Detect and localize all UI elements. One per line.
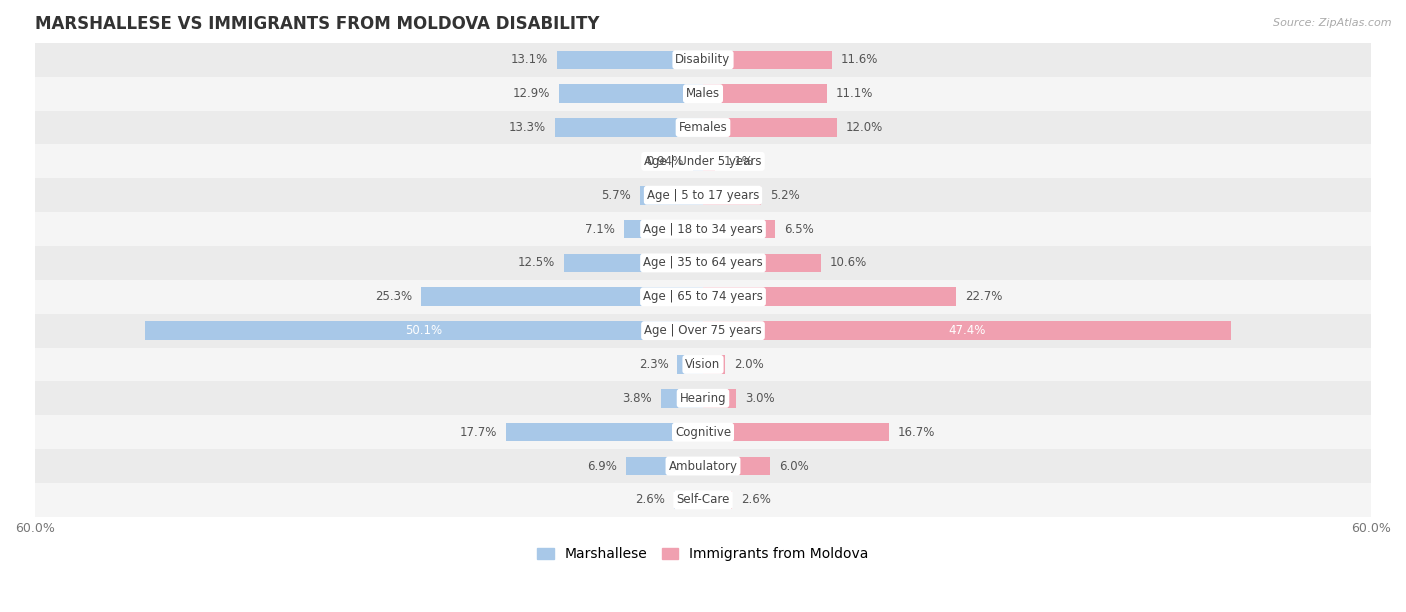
Text: Age | 5 to 17 years: Age | 5 to 17 years	[647, 188, 759, 202]
Text: 11.1%: 11.1%	[835, 87, 873, 100]
Bar	[35, 381, 1371, 416]
Bar	[703, 84, 827, 103]
Text: 2.0%: 2.0%	[734, 358, 763, 371]
Text: 6.0%: 6.0%	[779, 460, 808, 472]
Bar	[422, 288, 703, 306]
Text: Females: Females	[679, 121, 727, 134]
Bar	[703, 51, 832, 69]
Text: Age | 65 to 74 years: Age | 65 to 74 years	[643, 290, 763, 304]
Bar	[35, 280, 1371, 314]
Text: Hearing: Hearing	[679, 392, 727, 405]
Text: 2.6%: 2.6%	[636, 493, 665, 506]
Bar	[673, 491, 703, 509]
Bar	[506, 423, 703, 441]
Bar	[661, 389, 703, 408]
Text: 3.0%: 3.0%	[745, 392, 775, 405]
Text: 16.7%: 16.7%	[898, 426, 935, 439]
Bar	[703, 355, 725, 374]
Bar	[35, 43, 1371, 76]
Text: 47.4%: 47.4%	[948, 324, 986, 337]
Text: 1.1%: 1.1%	[724, 155, 754, 168]
Bar	[35, 483, 1371, 517]
Text: 10.6%: 10.6%	[830, 256, 868, 269]
Text: Age | Over 75 years: Age | Over 75 years	[644, 324, 762, 337]
Text: 0.94%: 0.94%	[647, 155, 683, 168]
Text: 2.6%: 2.6%	[741, 493, 770, 506]
Text: 13.3%: 13.3%	[509, 121, 546, 134]
Legend: Marshallese, Immigrants from Moldova: Marshallese, Immigrants from Moldova	[531, 542, 875, 567]
Text: 22.7%: 22.7%	[965, 290, 1002, 304]
Bar	[35, 449, 1371, 483]
Bar	[703, 186, 761, 204]
Bar	[560, 84, 703, 103]
Text: 50.1%: 50.1%	[405, 324, 443, 337]
Text: 5.2%: 5.2%	[770, 188, 800, 202]
Bar	[626, 457, 703, 476]
Text: Disability: Disability	[675, 53, 731, 66]
Bar	[35, 246, 1371, 280]
Bar	[35, 144, 1371, 178]
Bar	[703, 457, 770, 476]
Text: 13.1%: 13.1%	[510, 53, 548, 66]
Text: 3.8%: 3.8%	[623, 392, 652, 405]
Text: 7.1%: 7.1%	[585, 223, 614, 236]
Bar	[145, 321, 703, 340]
Text: Self-Care: Self-Care	[676, 493, 730, 506]
Text: Source: ZipAtlas.com: Source: ZipAtlas.com	[1274, 18, 1392, 28]
Bar	[703, 389, 737, 408]
Text: 11.6%: 11.6%	[841, 53, 879, 66]
Text: 12.0%: 12.0%	[845, 121, 883, 134]
Bar	[555, 118, 703, 137]
Text: 6.5%: 6.5%	[785, 223, 814, 236]
Bar	[703, 321, 1230, 340]
Text: Males: Males	[686, 87, 720, 100]
Text: 5.7%: 5.7%	[600, 188, 631, 202]
Text: 12.5%: 12.5%	[517, 256, 555, 269]
Bar	[703, 220, 775, 239]
Bar	[35, 314, 1371, 348]
Bar	[35, 178, 1371, 212]
Bar	[624, 220, 703, 239]
Bar	[557, 51, 703, 69]
Text: Cognitive: Cognitive	[675, 426, 731, 439]
Text: 17.7%: 17.7%	[460, 426, 496, 439]
Bar	[640, 186, 703, 204]
Bar	[35, 111, 1371, 144]
Text: 25.3%: 25.3%	[375, 290, 412, 304]
Text: 6.9%: 6.9%	[588, 460, 617, 472]
Text: Vision: Vision	[685, 358, 721, 371]
Bar	[35, 416, 1371, 449]
Bar	[703, 152, 716, 171]
Text: MARSHALLESE VS IMMIGRANTS FROM MOLDOVA DISABILITY: MARSHALLESE VS IMMIGRANTS FROM MOLDOVA D…	[35, 15, 599, 33]
Bar	[35, 76, 1371, 111]
Bar	[703, 253, 821, 272]
Text: 2.3%: 2.3%	[638, 358, 668, 371]
Text: Age | 18 to 34 years: Age | 18 to 34 years	[643, 223, 763, 236]
Text: Age | 35 to 64 years: Age | 35 to 64 years	[643, 256, 763, 269]
Bar	[564, 253, 703, 272]
Bar	[693, 152, 703, 171]
Bar	[678, 355, 703, 374]
Bar	[703, 491, 733, 509]
Bar	[703, 423, 889, 441]
Bar	[703, 288, 956, 306]
Bar	[35, 348, 1371, 381]
Bar	[35, 212, 1371, 246]
Text: Ambulatory: Ambulatory	[668, 460, 738, 472]
Bar	[703, 118, 837, 137]
Text: Age | Under 5 years: Age | Under 5 years	[644, 155, 762, 168]
Text: 12.9%: 12.9%	[513, 87, 551, 100]
